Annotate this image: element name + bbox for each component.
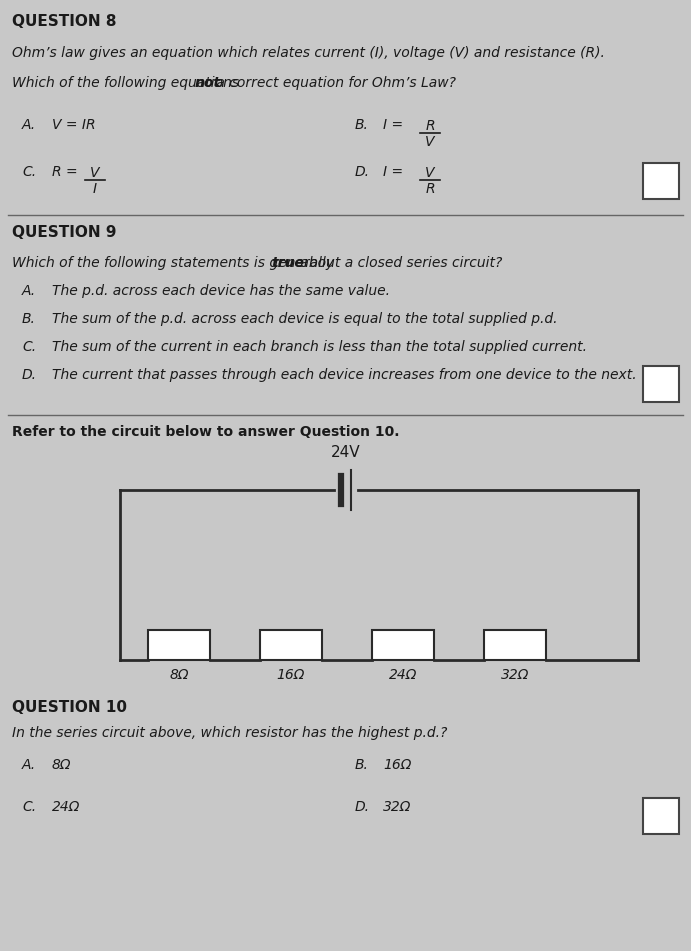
Text: I =: I = [383, 118, 403, 132]
Text: I =: I = [383, 165, 403, 179]
Text: 16Ω: 16Ω [383, 758, 411, 772]
Text: A.: A. [22, 284, 36, 298]
Text: R =: R = [52, 165, 77, 179]
Text: 24Ω: 24Ω [52, 800, 80, 814]
Text: The sum of the p.d. across each device is equal to the total supplied p.d.: The sum of the p.d. across each device i… [52, 312, 558, 326]
Text: 32Ω: 32Ω [501, 668, 529, 682]
Text: C.: C. [22, 165, 36, 179]
Text: A.: A. [22, 758, 36, 772]
Text: The current that passes through each device increases from one device to the nex: The current that passes through each dev… [52, 368, 636, 382]
Text: a correct equation for Ohm’s Law?: a correct equation for Ohm’s Law? [212, 76, 457, 90]
Text: D.: D. [355, 800, 370, 814]
Text: C.: C. [22, 800, 36, 814]
Bar [643, 163, 679, 199]
Text: Refer to the circuit below to answer Question 10.: Refer to the circuit below to answer Que… [12, 425, 399, 439]
Text: 24Ω: 24Ω [389, 668, 417, 682]
Text: R: R [425, 182, 435, 196]
Bar [643, 798, 679, 834]
Text: 8Ω: 8Ω [52, 758, 71, 772]
Bar [484, 630, 546, 660]
Bar [148, 630, 210, 660]
Text: B.: B. [355, 758, 369, 772]
Text: B.: B. [355, 118, 369, 132]
Text: 24V: 24V [331, 445, 361, 460]
Text: In the series circuit above, which resistor has the highest p.d.?: In the series circuit above, which resis… [12, 726, 447, 740]
Text: The p.d. across each device has the same value.: The p.d. across each device has the same… [52, 284, 390, 298]
Text: 32Ω: 32Ω [383, 800, 411, 814]
Text: V = IR: V = IR [52, 118, 95, 132]
Text: R: R [425, 119, 435, 133]
Text: Ohm’s law gives an equation which relates current (I), voltage (V) and resistanc: Ohm’s law gives an equation which relate… [12, 46, 605, 60]
Text: QUESTION 8: QUESTION 8 [12, 14, 117, 29]
Text: A.: A. [22, 118, 36, 132]
Text: D.: D. [355, 165, 370, 179]
Text: B.: B. [22, 312, 36, 326]
Text: V: V [425, 166, 435, 180]
Text: I: I [93, 182, 97, 196]
Text: QUESTION 10: QUESTION 10 [12, 700, 127, 715]
Text: The sum of the current in each branch is less than the total supplied current.: The sum of the current in each branch is… [52, 340, 587, 354]
Text: D.: D. [22, 368, 37, 382]
Text: V: V [425, 135, 435, 149]
Text: true: true [272, 256, 304, 270]
Text: not: not [194, 76, 220, 90]
Text: Which of the following equations: Which of the following equations [12, 76, 243, 90]
Bar [260, 630, 322, 660]
Bar [372, 630, 434, 660]
Text: QUESTION 9: QUESTION 9 [12, 225, 117, 240]
Text: V: V [91, 166, 100, 180]
Text: 8Ω: 8Ω [169, 668, 189, 682]
Text: 16Ω: 16Ω [277, 668, 305, 682]
Text: about a closed series circuit?: about a closed series circuit? [296, 256, 502, 270]
Bar [643, 366, 679, 402]
Text: C.: C. [22, 340, 36, 354]
Text: Which of the following statements is generally: Which of the following statements is gen… [12, 256, 339, 270]
